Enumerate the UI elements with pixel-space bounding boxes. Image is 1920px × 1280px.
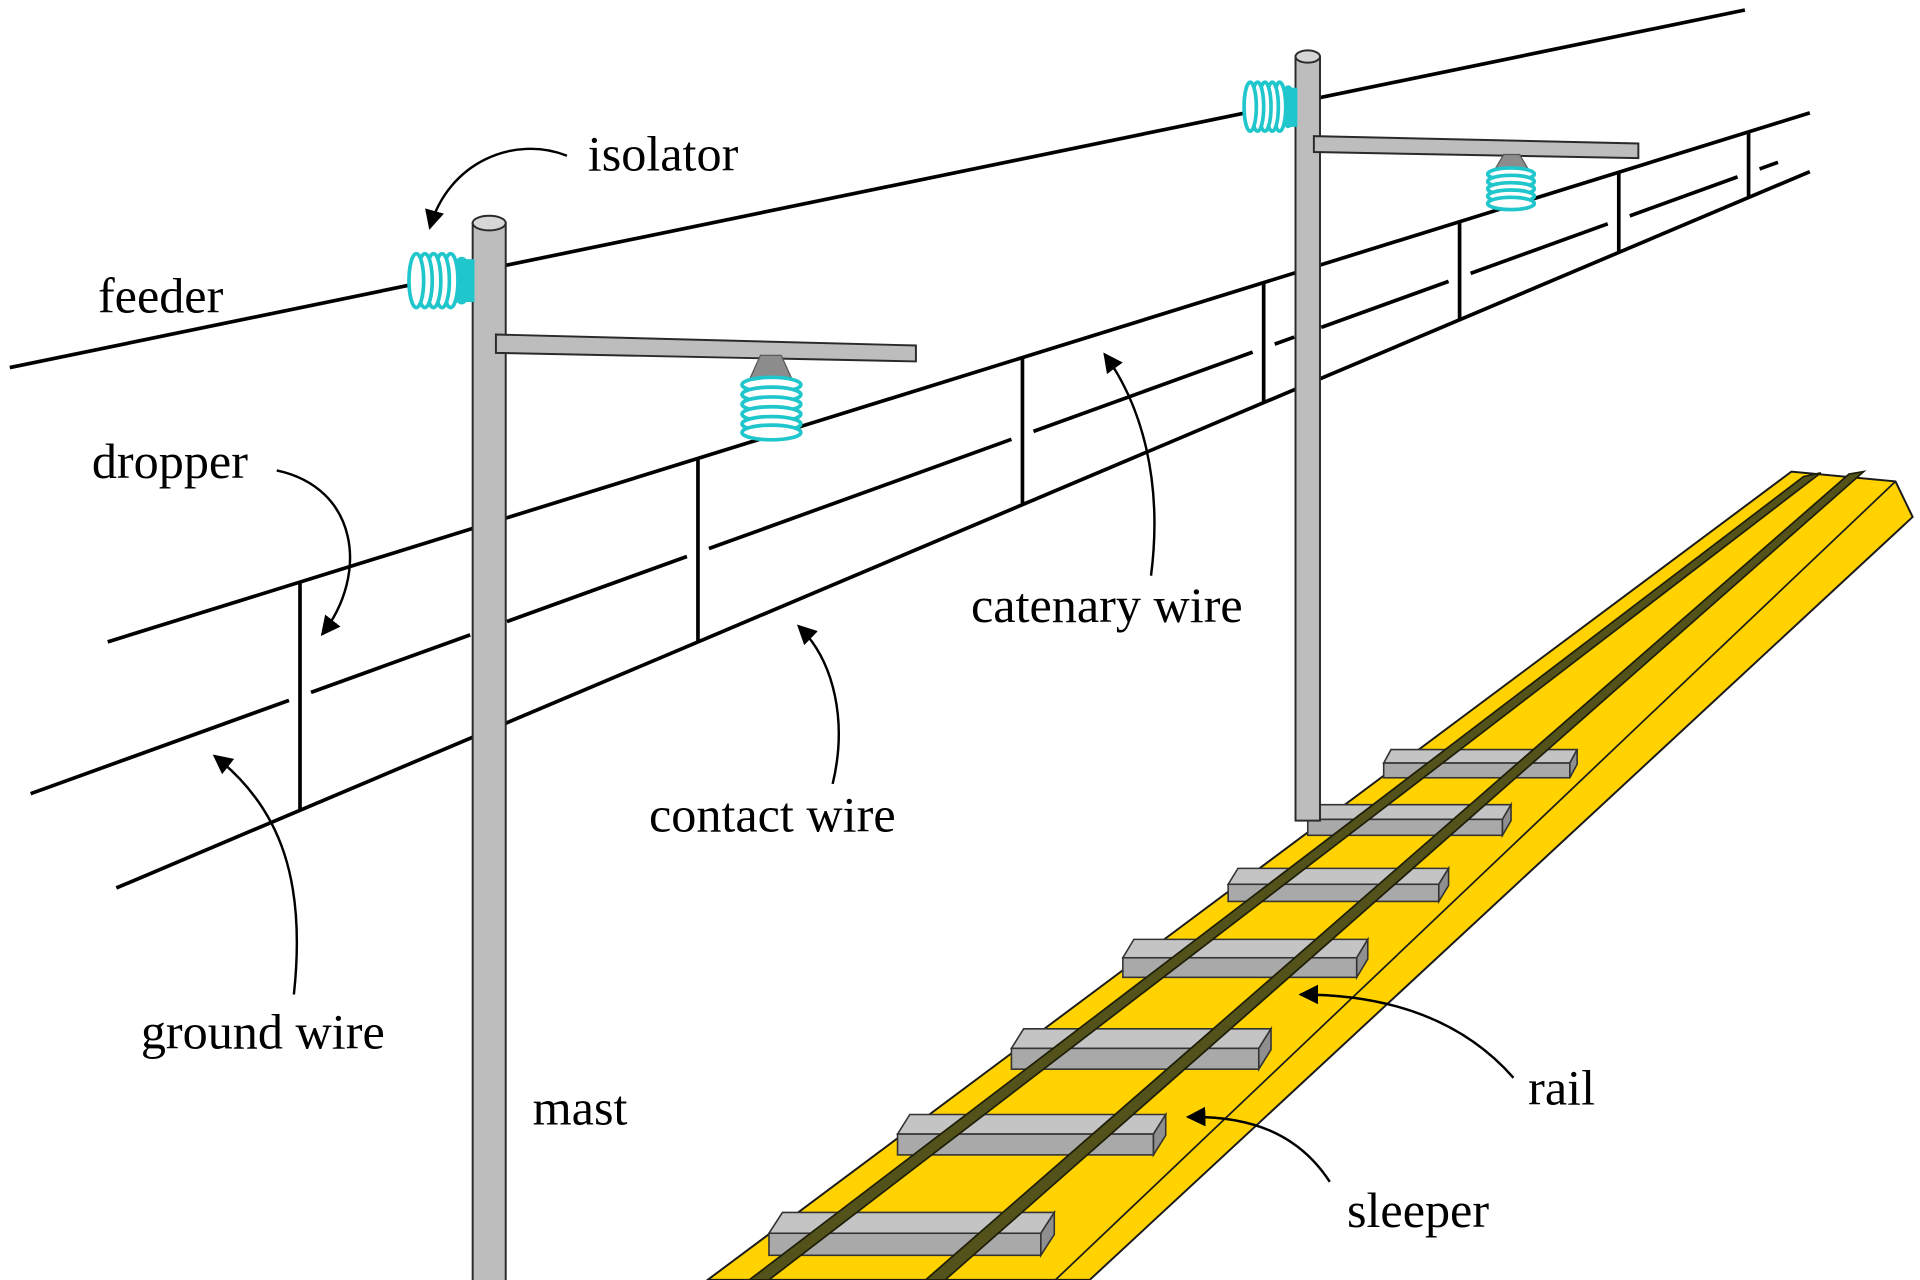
ground-wire-segment [310, 633, 471, 695]
feeder-isolator-right [1242, 80, 1298, 134]
label-ground-wire: ground wire [141, 1003, 385, 1059]
labels: isolator feeder dropper catenary wire co… [92, 125, 1595, 1238]
mast-pole [1294, 55, 1321, 822]
rail-left [747, 472, 1822, 1280]
feeder-isolator-left [407, 251, 475, 310]
sleeper-arrow [1185, 1106, 1331, 1183]
mast-right [1294, 49, 1321, 822]
catenary-wire [107, 111, 1811, 644]
cantilever-arm-right [1312, 135, 1640, 160]
pointer-arrows [212, 147, 1515, 1183]
ground-wire-segment [1320, 279, 1450, 330]
mast-top [1294, 49, 1321, 64]
mast-pole [471, 222, 507, 1280]
ground-wire-segment [1469, 222, 1609, 276]
mast-top [471, 214, 507, 232]
ground-wire-segment [506, 554, 688, 624]
ground-wire-segment [1758, 160, 1779, 171]
label-contact-wire: contact wire [649, 787, 896, 843]
label-sleeper: sleeper [1347, 1182, 1489, 1238]
cantilever-arm-left [494, 333, 917, 363]
label-isolator: isolator [588, 125, 739, 181]
ground-wire-segment [1274, 335, 1295, 346]
ground-wire-segment [1032, 350, 1254, 434]
ballast-crest-line [1054, 480, 1897, 1280]
label-feeder: feeder [98, 267, 224, 323]
isolator-arrow [425, 147, 568, 230]
label-mast: mast [533, 1079, 628, 1135]
suspension-insulator-left [740, 354, 803, 442]
ground-wire-segment [708, 437, 1013, 551]
label-dropper: dropper [92, 433, 248, 489]
suspension-insulator-right [1485, 153, 1537, 212]
ground-wire-segment [29, 698, 290, 796]
contact-wire-arrow [796, 624, 840, 785]
dropper-arrow [276, 469, 352, 637]
droppers [298, 131, 1751, 811]
ground-wire [29, 160, 1779, 796]
ground-wire-segment [1629, 175, 1739, 218]
contact-wire [115, 169, 1811, 890]
label-catenary-wire: catenary wire [971, 577, 1243, 633]
overhead-wires [9, 8, 1811, 890]
rail-arrow [1298, 984, 1515, 1079]
ground-wire-arrow [212, 754, 299, 995]
label-rail: rail [1528, 1060, 1595, 1116]
catenary-wire-arrow [1103, 352, 1156, 576]
feeder-wire [9, 8, 1746, 370]
mast-left [471, 214, 507, 1280]
